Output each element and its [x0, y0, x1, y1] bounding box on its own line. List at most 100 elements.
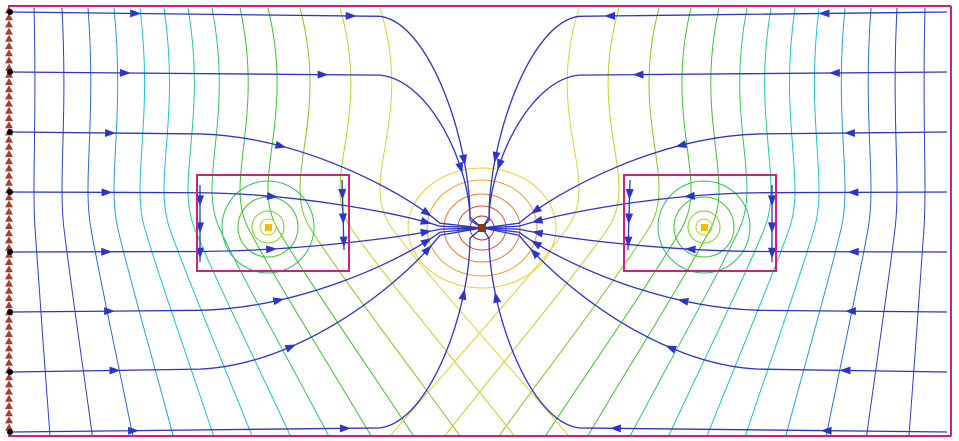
equipotential-rings [221, 167, 751, 289]
boundary-node [7, 9, 13, 15]
equipotential [299, 7, 461, 437]
arrow [768, 222, 776, 234]
arrow [624, 236, 633, 248]
arrow [421, 245, 432, 256]
boundary-triangle [5, 214, 13, 222]
left-well [265, 224, 272, 231]
equipotential [163, 7, 253, 437]
arrow [317, 70, 329, 79]
arrow [844, 307, 856, 316]
equipotential [587, 7, 720, 437]
ring [426, 179, 538, 277]
streamline [481, 11, 948, 229]
arrow [625, 188, 634, 200]
arrow [843, 128, 855, 137]
arrow [684, 245, 696, 254]
streamline [11, 11, 483, 229]
arrow [109, 366, 121, 375]
arrow [493, 291, 502, 304]
arrow [768, 195, 776, 207]
boundary-node [7, 129, 13, 135]
boundary-triangle [5, 106, 13, 114]
equipotential [211, 7, 330, 437]
equipotential [267, 7, 415, 437]
boundary-triangle [5, 236, 13, 244]
boundary-triangle [5, 380, 13, 388]
boundary-triangle [5, 99, 13, 107]
equipotential [629, 7, 748, 437]
boundary-triangle [5, 294, 13, 301]
equipotential [544, 7, 692, 437]
arrow [458, 288, 467, 301]
boundary-triangle [5, 121, 13, 129]
boundary-triangle [5, 330, 13, 337]
boundary-triangle [5, 272, 13, 280]
arrow [420, 238, 432, 248]
arrow [625, 213, 634, 225]
boundary-triangle [5, 394, 13, 402]
boundary-triangle [5, 286, 13, 294]
arrow [130, 9, 142, 18]
arrow [677, 297, 690, 306]
boundary-node [7, 309, 13, 315]
boundary-triangle [5, 157, 13, 165]
streamline [481, 227, 948, 433]
equipotential [239, 7, 372, 437]
arrow [604, 11, 616, 20]
streamline [11, 227, 483, 433]
equipotential [61, 7, 93, 437]
arrow [768, 247, 776, 259]
equipotential [33, 7, 51, 437]
boundary-triangle [5, 409, 13, 417]
boundary-triangle [5, 92, 13, 100]
boundary-node [7, 429, 13, 435]
ring [457, 205, 507, 251]
boundary-triangle [5, 27, 13, 35]
equipotential [498, 7, 660, 437]
boundary-triangle [5, 423, 13, 431]
arrow [101, 247, 113, 256]
ring [221, 180, 315, 274]
equipotential [866, 7, 898, 437]
arrow [497, 158, 505, 171]
boundary-triangle [5, 344, 13, 352]
streamline [481, 191, 948, 229]
arrow [455, 161, 463, 174]
boundary-triangle [5, 13, 13, 21]
equipotential [444, 7, 620, 437]
arrow [632, 70, 644, 79]
arrow [338, 213, 347, 225]
arrow [104, 307, 116, 316]
ring [251, 210, 285, 244]
arrow [531, 215, 544, 224]
boundary-triangle [5, 207, 13, 215]
arrow [105, 128, 117, 137]
equipotential [908, 7, 926, 437]
boundary-node [7, 369, 13, 375]
arrow [530, 248, 541, 260]
equipotential [668, 7, 772, 437]
equipotential [113, 7, 174, 437]
arrow [847, 188, 859, 197]
boundary-triangle [5, 49, 13, 57]
left-boundary-markers [5, 6, 13, 435]
boundary-triangle [5, 142, 13, 150]
boundary-node [7, 249, 13, 255]
boundary-triangle [5, 85, 13, 93]
ring [259, 218, 277, 236]
boundary-triangle [5, 279, 13, 287]
boundary-triangle [5, 416, 13, 424]
center-well [478, 224, 486, 232]
streamline [481, 227, 948, 253]
equipotential-lines [33, 7, 926, 437]
ring [687, 210, 721, 244]
boundary-triangle [5, 373, 13, 381]
arrow [339, 424, 351, 433]
arrow [492, 151, 501, 163]
equipotential [379, 7, 570, 437]
boundary-triangle [5, 20, 13, 28]
boundary-triangle [5, 243, 13, 251]
streamline [481, 227, 948, 313]
ring [657, 180, 751, 274]
equipotential [87, 7, 134, 437]
